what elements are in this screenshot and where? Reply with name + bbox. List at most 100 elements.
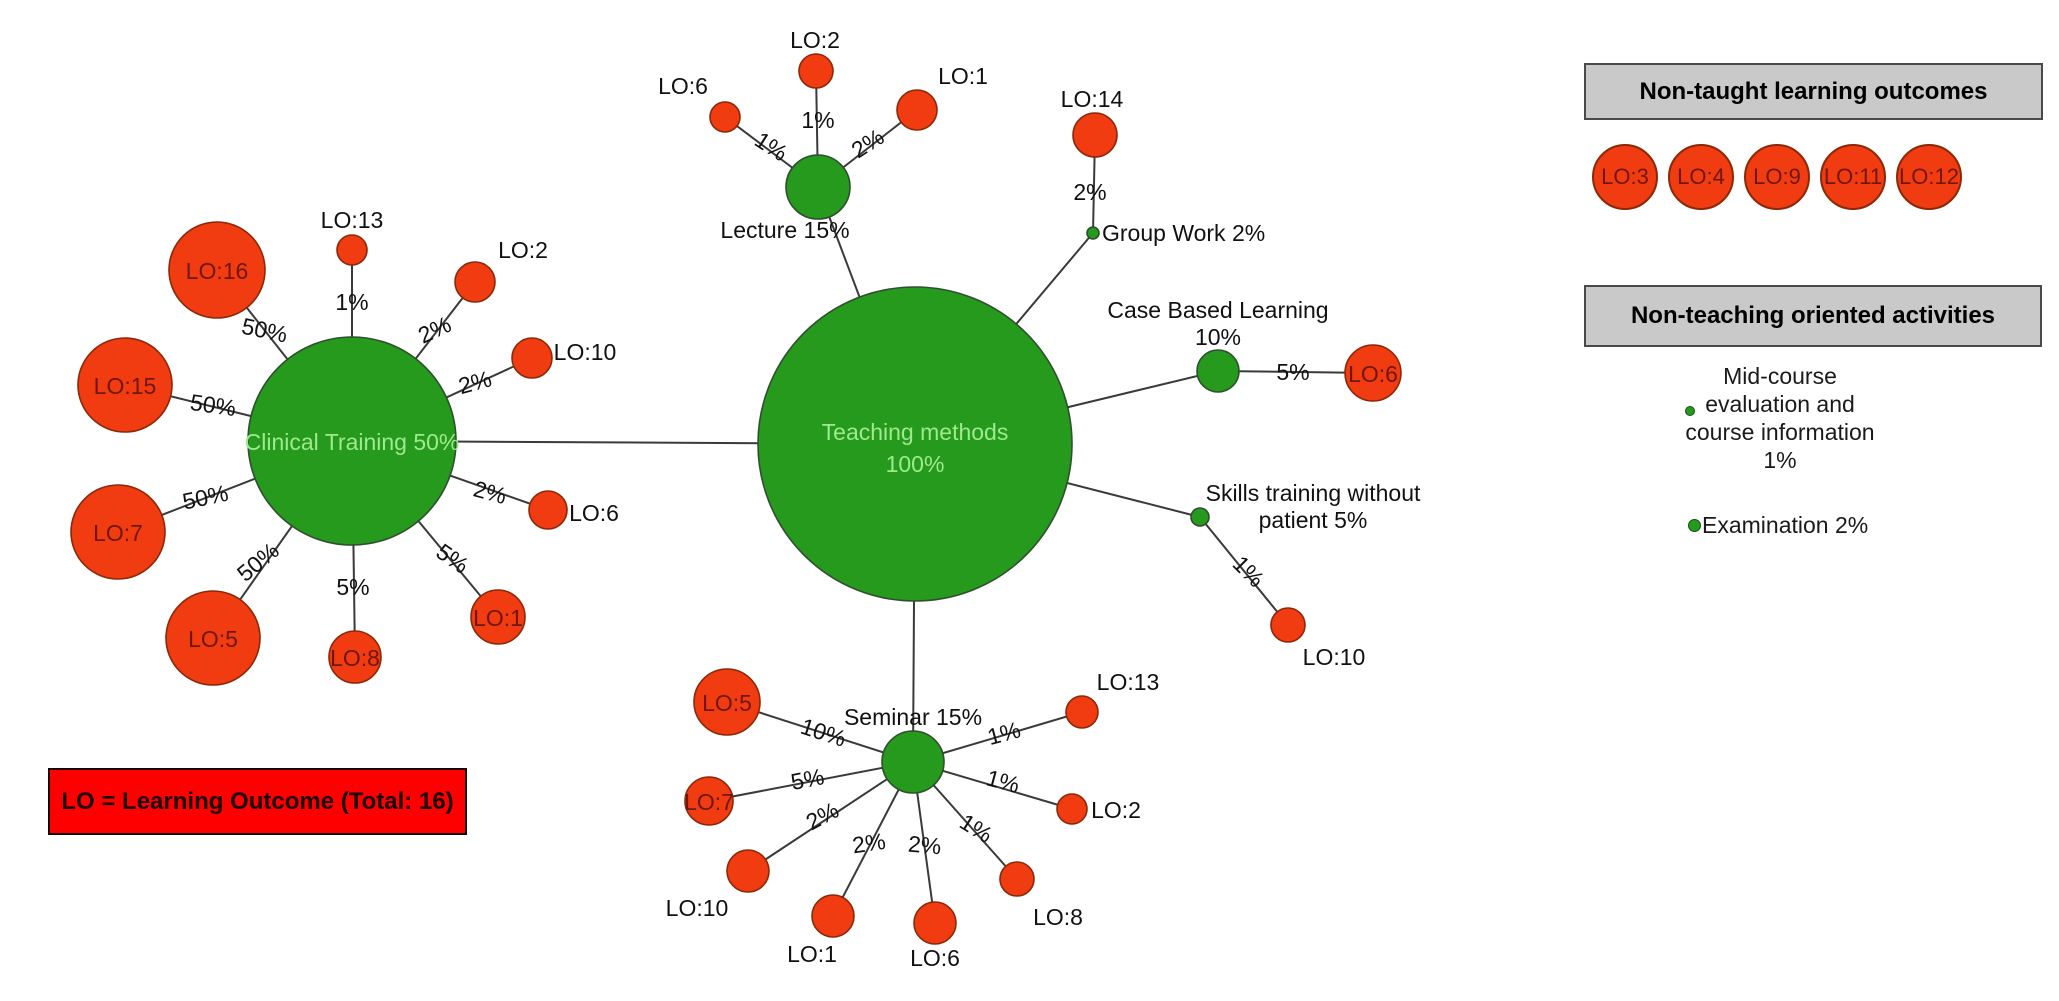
node-label-sk-lo10: LO:10 xyxy=(1303,644,1366,670)
node-label-lo14: LO:14 xyxy=(1061,86,1124,112)
node-label-c-lo7: LO:7 xyxy=(93,520,143,546)
edge-label-clinical-c-lo16: 50% xyxy=(239,313,289,348)
node-c-lo1 xyxy=(470,589,526,645)
edge-label-casebased-cb-lo6: 5% xyxy=(1276,359,1309,385)
node-label-teaching-0: Teaching methods xyxy=(822,419,1009,445)
node-cb-lo6 xyxy=(1344,344,1402,402)
node-label-s-lo6: LO:6 xyxy=(910,945,960,971)
node-label-lecture: Lecture 15% xyxy=(720,217,849,243)
node-label-s-lo1: LO:1 xyxy=(787,941,837,967)
node-label-c-lo8: LO:8 xyxy=(330,645,380,671)
node-label-seminar: Seminar 15% xyxy=(844,704,982,730)
node-label-c-lo10: LO:10 xyxy=(554,339,617,365)
node-label-c-lo2: LO:2 xyxy=(498,237,548,263)
node-s-lo7 xyxy=(684,776,734,826)
edge-label-lecture-lec-lo2: 1% xyxy=(801,107,834,133)
node-sk-lo10 xyxy=(1270,607,1306,643)
node-label-s-lo7: LO:7 xyxy=(684,789,734,815)
node-label-casebased-1: 10% xyxy=(1195,324,1241,350)
lo-chip-9: LO:9 xyxy=(1744,144,1810,210)
node-s-lo6 xyxy=(913,901,957,945)
edge-label-seminar-s-lo2: 1% xyxy=(984,764,1023,798)
node-label-c-lo13: LO:13 xyxy=(321,207,384,233)
node-clinical xyxy=(247,336,457,546)
edge-label-clinical-c-lo13: 1% xyxy=(335,289,368,315)
lo-legend-box: LO = Learning Outcome (Total: 16) xyxy=(48,768,467,835)
mid-course-dot-icon xyxy=(1685,406,1695,416)
node-skills xyxy=(1190,507,1210,527)
node-groupwork xyxy=(1086,226,1100,240)
edge-label-clinical-c-lo8: 5% xyxy=(336,574,369,600)
node-teaching xyxy=(757,286,1073,602)
lo-chip-11: LO:11 xyxy=(1820,144,1886,210)
edge-label-groupwork-lo14: 2% xyxy=(1073,179,1106,205)
node-c-lo2 xyxy=(454,261,496,303)
node-s-lo8 xyxy=(999,861,1035,897)
edge-label-seminar-s-lo8: 1% xyxy=(955,808,997,848)
node-label-skills-0: Skills training without xyxy=(1206,480,1421,506)
node-c-lo15 xyxy=(77,337,173,433)
node-c-lo10 xyxy=(511,337,553,379)
node-label-lec-lo6: LO:6 xyxy=(658,73,708,99)
edge-label-lecture-lec-lo6: 1% xyxy=(750,126,792,166)
node-lecture xyxy=(785,154,851,220)
node-s-lo5 xyxy=(693,668,761,736)
node-label-c-lo15: LO:15 xyxy=(94,373,157,399)
node-c-lo5 xyxy=(165,590,261,686)
node-label-casebased-0: Case Based Learning xyxy=(1107,297,1328,323)
node-label-c-lo1: LO:1 xyxy=(473,605,523,631)
node-lo14 xyxy=(1072,112,1118,158)
node-lec-lo1 xyxy=(896,89,938,131)
edge-label-seminar-s-lo10: 2% xyxy=(801,797,843,836)
node-label-lec-lo1: LO:1 xyxy=(938,63,988,89)
node-c-lo16 xyxy=(168,221,266,319)
edge-label-clinical-c-lo5: 50% xyxy=(232,537,284,587)
node-label-c-lo6: LO:6 xyxy=(569,500,619,526)
examination-label: Examination 2% xyxy=(1702,512,1869,538)
lo-chip-3: LO:3 xyxy=(1592,144,1658,210)
edge-label-seminar-s-lo13: 1% xyxy=(985,716,1024,750)
node-c-lo13 xyxy=(336,234,368,266)
edge-seminar-s-lo10 xyxy=(747,761,914,872)
node-lec-lo2 xyxy=(798,53,834,89)
node-label-cb-lo6: LO:6 xyxy=(1348,361,1398,387)
node-label-clinical: Clinical Training 50% xyxy=(245,429,460,455)
node-label-s-lo10: LO:10 xyxy=(666,895,729,921)
node-label-s-lo8: LO:8 xyxy=(1033,904,1083,930)
node-label-lec-lo2: LO:2 xyxy=(790,27,840,53)
node-c-lo6 xyxy=(528,490,568,530)
edge-label-seminar-s-lo6: 2% xyxy=(907,831,942,860)
edge-skills-sk-lo10 xyxy=(1199,516,1289,626)
edge-label-clinical-c-lo15: 50% xyxy=(189,389,238,421)
node-c-lo7 xyxy=(70,484,166,580)
node-s-lo13 xyxy=(1065,695,1099,729)
node-lec-lo6 xyxy=(709,101,741,133)
node-seminar xyxy=(881,730,945,794)
edge-label-seminar-s-lo1: 2% xyxy=(851,828,888,858)
node-label-groupwork: Group Work 2% xyxy=(1102,220,1265,246)
node-label-c-lo16: LO:16 xyxy=(186,258,249,284)
edge-label-seminar-s-lo5: 10% xyxy=(798,713,850,752)
edge-label-seminar-s-lo7: 5% xyxy=(789,763,827,795)
lo-chip-4: LO:4 xyxy=(1668,144,1734,210)
node-label-teaching-1: 100% xyxy=(886,451,945,477)
non-taught-lo-row: LO:3 LO:4 LO:9 LO:11 LO:12 xyxy=(1592,144,1962,210)
node-casebased xyxy=(1196,349,1240,393)
edge-label-clinical-c-lo7: 50% xyxy=(180,480,230,515)
edge-label-lecture-lec-lo1: 2% xyxy=(847,123,889,163)
node-label-s-lo13: LO:13 xyxy=(1097,669,1160,695)
edge-label-clinical-c-lo10: 2% xyxy=(456,365,495,399)
node-c-lo8 xyxy=(328,630,382,684)
node-label-skills-1: patient 5% xyxy=(1259,507,1368,533)
node-s-lo10 xyxy=(726,849,770,893)
node-label-c-lo5: LO:5 xyxy=(188,626,238,652)
node-label-s-lo2: LO:2 xyxy=(1091,797,1141,823)
edge-label-clinical-c-lo6: 2% xyxy=(471,475,510,509)
mid-course-item: Mid-course evaluation and course informa… xyxy=(1664,362,1896,474)
node-label-s-lo5: LO:5 xyxy=(702,690,752,716)
non-taught-header: Non-taught learning outcomes xyxy=(1584,63,2043,120)
mid-course-label: Mid-course evaluation and course informa… xyxy=(1685,363,1875,473)
node-s-lo2 xyxy=(1056,793,1088,825)
node-s-lo1 xyxy=(811,894,855,938)
